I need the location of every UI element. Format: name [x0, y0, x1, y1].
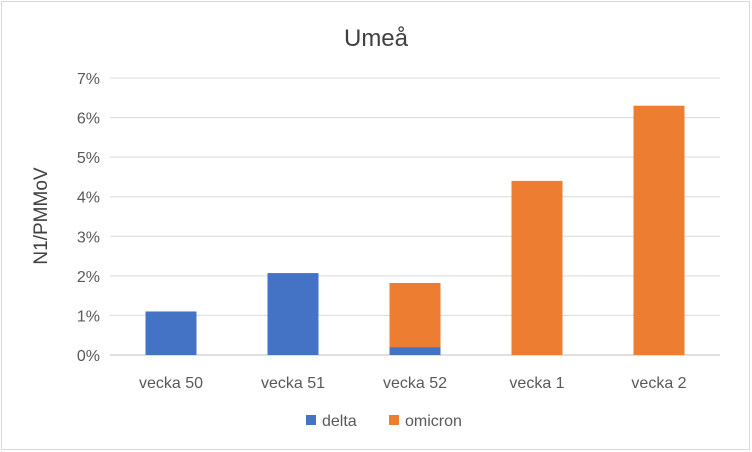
- x-axis-ticks: vecka 50 vecka 51 vecka 52 vecka 1 vecka 2: [139, 375, 687, 392]
- x-tick-label: vecka 51: [261, 375, 325, 392]
- bar-delta: [267, 273, 319, 355]
- bar-omicron: [389, 282, 441, 348]
- y-tick-label: 0%: [77, 348, 100, 365]
- legend-label-omicron: omicron: [405, 413, 462, 430]
- legend-swatch-omicron: [389, 415, 399, 425]
- chart-title: Umeå: [344, 25, 409, 52]
- bars: [145, 105, 685, 355]
- y-tick-label: 4%: [77, 190, 100, 207]
- y-tick-label: 1%: [77, 308, 100, 325]
- bar-delta: [145, 311, 197, 355]
- legend-swatch-delta: [306, 415, 316, 425]
- y-tick-label: 6%: [77, 111, 100, 128]
- x-tick-label: vecka 2: [631, 375, 686, 392]
- x-tick-label: vecka 1: [509, 375, 564, 392]
- legend: delta omicron: [306, 413, 462, 430]
- y-tick-label: 3%: [77, 229, 100, 246]
- bar-omicron: [633, 105, 685, 355]
- bar-delta: [389, 347, 441, 355]
- x-tick-label: vecka 52: [383, 375, 447, 392]
- y-tick-label: 7%: [77, 71, 100, 88]
- y-axis-ticks: 0% 1% 2% 3% 4% 5% 6% 7%: [77, 71, 100, 365]
- gridlines: [110, 77, 720, 356]
- bar-omicron: [511, 180, 563, 355]
- y-axis-label: N1/PMMoV: [31, 167, 52, 264]
- legend-label-delta: delta: [322, 413, 357, 430]
- y-tick-label: 5%: [77, 150, 100, 167]
- x-tick-label: vecka 50: [139, 375, 203, 392]
- y-tick-label: 2%: [77, 269, 100, 286]
